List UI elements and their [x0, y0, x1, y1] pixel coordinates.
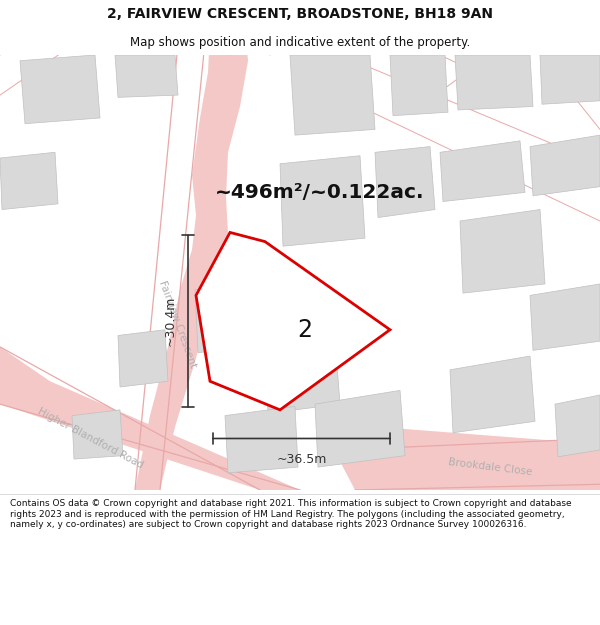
Text: 2, FAIRVIEW CRESCENT, BROADSTONE, BH18 9AN: 2, FAIRVIEW CRESCENT, BROADSTONE, BH18 9… — [107, 7, 493, 21]
Text: 2: 2 — [298, 318, 313, 342]
Polygon shape — [20, 55, 100, 124]
Text: Map shows position and indicative extent of the property.: Map shows position and indicative extent… — [130, 36, 470, 49]
Polygon shape — [118, 330, 168, 387]
Polygon shape — [196, 232, 390, 410]
Polygon shape — [0, 347, 300, 490]
Polygon shape — [340, 427, 600, 490]
Polygon shape — [290, 55, 375, 135]
Polygon shape — [530, 135, 600, 196]
Text: ~36.5m: ~36.5m — [277, 452, 326, 466]
Polygon shape — [440, 141, 525, 201]
Text: Brookdale Close: Brookdale Close — [448, 457, 532, 478]
Polygon shape — [460, 209, 545, 293]
Polygon shape — [265, 338, 340, 413]
Polygon shape — [0, 152, 58, 209]
Polygon shape — [115, 55, 178, 98]
Polygon shape — [280, 156, 365, 246]
Polygon shape — [375, 147, 435, 218]
Polygon shape — [530, 284, 600, 351]
Polygon shape — [72, 410, 123, 459]
Text: Contains OS data © Crown copyright and database right 2021. This information is : Contains OS data © Crown copyright and d… — [10, 499, 572, 529]
Polygon shape — [195, 284, 258, 352]
Polygon shape — [225, 406, 298, 473]
Text: ~30.4m: ~30.4m — [163, 296, 176, 346]
Polygon shape — [450, 356, 535, 432]
Polygon shape — [135, 0, 248, 490]
Polygon shape — [540, 55, 600, 104]
Polygon shape — [555, 395, 600, 457]
Text: Fairview Crescent: Fairview Crescent — [158, 279, 199, 369]
Polygon shape — [315, 391, 405, 467]
Text: ~496m²/~0.122ac.: ~496m²/~0.122ac. — [215, 183, 425, 202]
Text: Higher Blandford Road: Higher Blandford Road — [35, 406, 145, 471]
Polygon shape — [390, 55, 448, 116]
Polygon shape — [455, 55, 533, 110]
